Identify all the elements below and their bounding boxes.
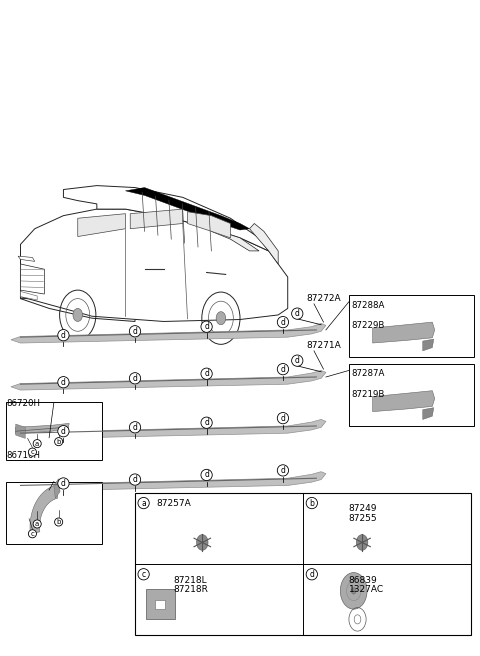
Text: d: d [280, 318, 286, 327]
FancyBboxPatch shape [145, 589, 175, 619]
Text: 86710H: 86710H [6, 451, 40, 460]
Text: 87255: 87255 [348, 514, 377, 523]
Circle shape [73, 308, 83, 321]
Text: 87218R: 87218R [173, 584, 208, 594]
Polygon shape [11, 472, 326, 491]
Text: d: d [132, 422, 137, 432]
Text: c: c [142, 570, 145, 579]
Text: d: d [204, 470, 209, 480]
Text: 87219B: 87219B [351, 390, 384, 399]
FancyBboxPatch shape [135, 493, 471, 635]
Polygon shape [21, 256, 49, 298]
Text: 87229B: 87229B [351, 321, 384, 331]
Text: d: d [280, 414, 286, 422]
FancyBboxPatch shape [6, 482, 102, 544]
Circle shape [356, 535, 368, 550]
Text: d: d [132, 374, 137, 383]
Polygon shape [54, 479, 60, 498]
FancyBboxPatch shape [349, 295, 474, 358]
Polygon shape [130, 209, 183, 229]
Polygon shape [21, 289, 135, 321]
Text: 87271A: 87271A [307, 340, 342, 350]
Text: d: d [204, 322, 209, 331]
Polygon shape [21, 291, 37, 300]
Text: b: b [57, 439, 61, 445]
Text: d: d [280, 466, 286, 475]
Polygon shape [11, 323, 326, 343]
Text: d: d [295, 356, 300, 365]
Text: 87249: 87249 [348, 504, 377, 514]
Text: 87272A: 87272A [307, 293, 341, 302]
Text: 87218L: 87218L [173, 575, 207, 584]
Text: d: d [132, 475, 137, 484]
Polygon shape [11, 371, 326, 390]
Circle shape [197, 535, 208, 550]
Polygon shape [78, 214, 125, 237]
Text: d: d [61, 331, 66, 340]
Text: c: c [30, 531, 35, 537]
Polygon shape [21, 264, 44, 294]
Polygon shape [423, 407, 434, 419]
Text: d: d [61, 378, 66, 387]
Text: 86839: 86839 [348, 575, 377, 584]
Polygon shape [250, 224, 278, 264]
Text: d: d [61, 426, 66, 436]
Polygon shape [423, 339, 434, 351]
Polygon shape [211, 229, 259, 251]
Text: 1327AC: 1327AC [348, 584, 384, 594]
Circle shape [216, 312, 226, 325]
Text: a: a [141, 499, 146, 508]
Polygon shape [188, 212, 230, 238]
FancyBboxPatch shape [349, 364, 474, 426]
Circle shape [354, 615, 361, 624]
Text: d: d [132, 327, 137, 336]
Polygon shape [63, 186, 269, 251]
Polygon shape [372, 391, 435, 411]
Text: c: c [30, 449, 35, 455]
FancyBboxPatch shape [6, 403, 102, 460]
Text: d: d [310, 570, 314, 579]
Polygon shape [11, 419, 326, 439]
Text: 87287A: 87287A [351, 369, 384, 378]
Circle shape [340, 573, 367, 609]
Polygon shape [372, 322, 435, 343]
Text: a: a [35, 521, 39, 527]
Circle shape [351, 588, 356, 594]
Text: d: d [204, 369, 209, 379]
Polygon shape [21, 209, 288, 321]
FancyBboxPatch shape [155, 600, 165, 609]
Text: 87288A: 87288A [351, 300, 384, 310]
Text: 87257A: 87257A [156, 499, 191, 508]
Polygon shape [18, 256, 35, 261]
Polygon shape [16, 424, 25, 438]
Text: a: a [35, 441, 39, 447]
Text: d: d [61, 479, 66, 488]
Text: d: d [295, 309, 300, 318]
Polygon shape [16, 423, 69, 434]
Polygon shape [125, 188, 250, 230]
Polygon shape [30, 485, 58, 534]
Text: 86720H: 86720H [6, 399, 40, 407]
Text: d: d [204, 419, 209, 427]
Text: b: b [57, 519, 61, 525]
Text: b: b [310, 499, 314, 508]
Text: d: d [280, 365, 286, 374]
